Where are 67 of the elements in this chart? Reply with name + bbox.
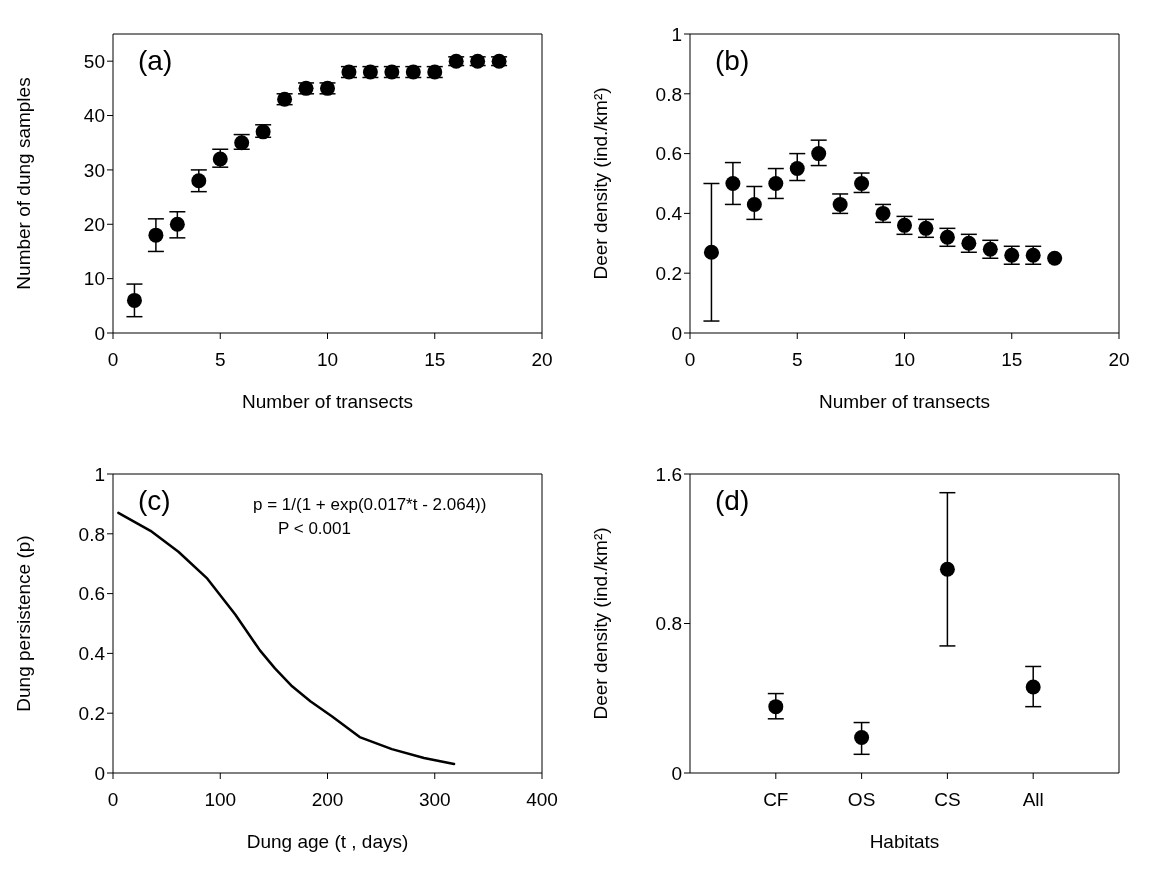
x-axis-title: Number of transects: [818, 391, 991, 412]
x-tick-label: 400: [526, 789, 558, 811]
y-tick-label: 0: [671, 762, 682, 784]
x-tick-label: 300: [418, 789, 451, 811]
annotation: P < 0.001: [278, 519, 351, 539]
x-tick-label: 100: [204, 789, 237, 811]
point: [148, 227, 164, 243]
point: [746, 196, 762, 212]
x-tick-label: CF: [763, 789, 789, 811]
y-tick-label: 1.6: [655, 463, 682, 485]
y-tick-label: 0.4: [78, 643, 106, 665]
x-tick-label: 10: [893, 349, 916, 371]
point: [768, 699, 784, 715]
y-axis-title: Number of dung samples: [12, 77, 34, 290]
y-tick-label: 1: [94, 463, 105, 485]
x-tick-label: 5: [214, 349, 226, 371]
x-tick-label: 5: [791, 349, 803, 371]
x-tick-label: 15: [1001, 349, 1023, 371]
x-tick-label: 15: [424, 349, 446, 371]
annotation: (c): [138, 485, 171, 517]
x-tick-label: 10: [316, 349, 339, 371]
annotation: (d): [715, 485, 750, 517]
y-tick-label: 0.6: [655, 143, 682, 165]
point: [789, 161, 805, 177]
y-tick-label: 0: [671, 322, 682, 344]
point: [126, 292, 142, 308]
y-tick-label: 0.2: [78, 702, 105, 724]
x-tick-label: 20: [1108, 349, 1130, 371]
point: [725, 176, 741, 191]
y-tick-label: 10: [83, 268, 105, 290]
x-tick-label: 200: [311, 789, 344, 811]
x-tick-label: 20: [531, 349, 553, 371]
y-tick-label: 0.6: [78, 583, 105, 605]
y-tick-label: 0.8: [655, 613, 682, 635]
y-tick-label: 50: [83, 50, 105, 72]
point: [768, 176, 784, 191]
annotation: p = 1/(1 + exp(0.017*t - 2.064)): [253, 495, 487, 515]
y-tick-label: 20: [83, 214, 105, 236]
point: [703, 244, 719, 260]
y-tick-label: 0.4: [655, 203, 683, 225]
y-axis-title: Dung persistence (p): [12, 535, 34, 712]
point: [939, 561, 955, 577]
x-axis-title: Number of transects: [241, 391, 414, 412]
x-axis-title: Dung age (t , days): [246, 831, 409, 852]
x-axis-title: Habitats: [869, 831, 940, 852]
y-tick-label: 0: [94, 322, 105, 344]
point: [811, 146, 827, 162]
point: [1047, 250, 1063, 266]
point: [191, 173, 207, 189]
y-tick-label: 40: [83, 105, 105, 127]
point: [854, 729, 870, 745]
annotation: (b): [715, 45, 750, 77]
point: [169, 216, 185, 232]
y-axis-title: Deer density (ind./km²): [589, 87, 611, 280]
y-tick-label: 0.8: [655, 83, 682, 105]
annotation: (a): [138, 45, 173, 77]
y-axis-title: Deer density (ind./km²): [589, 527, 611, 720]
x-tick-label: All: [1022, 789, 1044, 811]
y-tick-label: 30: [83, 159, 105, 181]
x-tick-label: CS: [934, 789, 961, 811]
y-tick-label: 0.2: [655, 262, 682, 284]
point: [1025, 679, 1041, 695]
y-tick-label: 1: [671, 23, 682, 45]
y-tick-label: 0: [94, 762, 105, 784]
point: [854, 176, 870, 191]
y-tick-label: 0.8: [78, 523, 105, 545]
x-tick-label: OS: [847, 789, 876, 811]
